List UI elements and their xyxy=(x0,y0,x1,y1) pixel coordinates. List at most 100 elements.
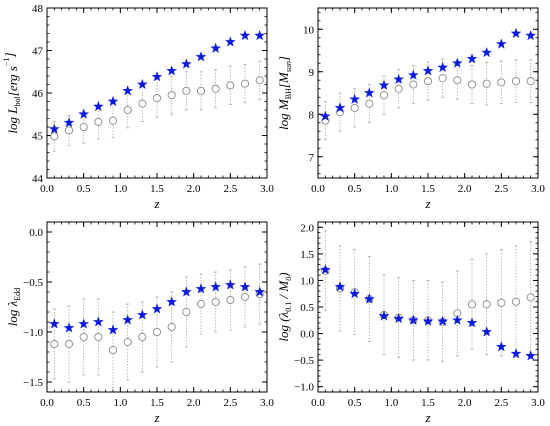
y-tick-label: 47 xyxy=(32,46,44,58)
y-tick-label: 7 xyxy=(309,152,315,164)
star-point-0p9 xyxy=(107,95,119,107)
star-point-2p5 xyxy=(495,38,507,49)
star-point-1p7 xyxy=(437,315,449,326)
star-point-1p3 xyxy=(407,314,419,325)
star-point-2p5 xyxy=(224,36,236,47)
star-point-2p5 xyxy=(224,279,236,290)
star-point-2p1 xyxy=(195,51,207,62)
star-point-1p9 xyxy=(180,286,192,297)
star-point-2p5 xyxy=(495,341,507,352)
circle-point-2p3 xyxy=(482,300,491,309)
x-tick-label: 1.0 xyxy=(113,397,127,409)
circle-point-2p9 xyxy=(526,293,535,302)
panel-2: 0.0 0.5 1.0 1.5 2.0 2.5 3.0 7 8 9 10 z log MBH[Msun] xyxy=(276,7,545,211)
circle-point-2p7 xyxy=(240,292,250,302)
x-tick-label: 0.0 xyxy=(311,397,325,409)
y-axis-label: log (λ0.1 / M0) xyxy=(276,272,293,341)
y-tick-label: 1.5 xyxy=(300,249,314,261)
y-axis-label: log λEdd xyxy=(5,288,22,326)
x-tick-label: 2.5 xyxy=(494,397,508,409)
y-tick-label: −1.0 xyxy=(294,382,314,394)
circle-point-2p3 xyxy=(211,84,220,93)
circle-point-1p7 xyxy=(167,322,176,332)
x-tick-label: 1.5 xyxy=(150,397,164,409)
circle-point-0p7 xyxy=(94,332,103,342)
circle-point-0p3 xyxy=(64,126,74,135)
x-tick-label: 0.0 xyxy=(311,183,325,195)
star-point-2p3 xyxy=(210,42,222,53)
star-point-0p7 xyxy=(363,293,375,304)
circle-point-0p5 xyxy=(79,122,88,132)
star-point-2p9 xyxy=(254,286,266,297)
plot-frame xyxy=(317,221,539,393)
x-tick-label: 1.0 xyxy=(384,397,398,409)
y-tick-label: 48 xyxy=(32,3,44,15)
y-tick-label: 46 xyxy=(32,88,44,100)
star-point-1p9 xyxy=(451,57,463,68)
y-tick-label: −1.0 xyxy=(23,327,43,339)
x-tick-label: 2.0 xyxy=(458,183,472,195)
star-point-1p7 xyxy=(437,61,449,73)
star-point-0p3 xyxy=(63,322,75,333)
x-tick-label: 1.0 xyxy=(384,183,398,195)
x-tick-label: 3.0 xyxy=(260,183,274,195)
circle-point-0p9 xyxy=(108,116,118,125)
star-point-0p3 xyxy=(63,117,75,128)
star-point-2p9 xyxy=(254,29,266,41)
circle-point-2p9 xyxy=(255,76,264,85)
y-tick-label: −0.5 xyxy=(23,277,43,289)
circle-point-2p5 xyxy=(226,295,235,305)
circle-point-1p7 xyxy=(438,74,447,83)
star-point-1p1 xyxy=(393,73,405,84)
circle-point-2p5 xyxy=(497,298,506,307)
y-tick-label: 2.0 xyxy=(300,222,314,234)
y-tick-label: 1.0 xyxy=(300,275,314,287)
x-tick-label: 3.0 xyxy=(531,397,545,409)
star-point-1p3 xyxy=(136,309,148,320)
star-point-1p1 xyxy=(393,313,405,324)
star-point-1p5 xyxy=(422,65,434,76)
star-point-2p1 xyxy=(466,317,478,328)
circle-point-2p9 xyxy=(526,77,535,86)
circle-point-0p1 xyxy=(50,132,59,141)
star-point-1p3 xyxy=(407,69,419,80)
star-point-1p5 xyxy=(151,71,163,82)
circle-point-2p3 xyxy=(211,297,220,307)
x-tick-label: 3.0 xyxy=(531,183,545,195)
circle-point-0p7 xyxy=(365,99,374,108)
star-point-0p1 xyxy=(319,110,331,121)
star-point-1p9 xyxy=(451,314,463,325)
star-point-0p5 xyxy=(349,288,361,299)
x-tick-label: 1.5 xyxy=(421,397,435,409)
star-point-1p1 xyxy=(122,314,134,325)
star-point-0p9 xyxy=(378,310,390,321)
star-point-1p7 xyxy=(166,296,178,307)
circle-point-1p5 xyxy=(152,327,162,337)
circle-point-0p1 xyxy=(50,339,59,349)
circle-point-1p1 xyxy=(123,105,132,115)
circle-point-2p3 xyxy=(482,79,491,88)
y-tick-label: 9 xyxy=(309,67,315,79)
circle-point-1p3 xyxy=(138,332,147,342)
x-tick-label: 2.5 xyxy=(494,183,508,195)
circle-point-2p7 xyxy=(240,79,250,88)
y-tick-label: 10 xyxy=(303,24,315,36)
star-point-1p5 xyxy=(151,303,163,314)
x-tick-label: 2.5 xyxy=(223,183,237,195)
x-tick-label: 2.0 xyxy=(187,183,201,195)
x-tick-label: 2.5 xyxy=(223,397,237,409)
star-point-2p1 xyxy=(466,53,478,64)
y-tick-label: 44 xyxy=(32,173,44,185)
y-tick-label: 0.5 xyxy=(300,302,314,314)
star-point-0p7 xyxy=(363,87,375,98)
star-point-1p9 xyxy=(180,58,192,69)
circle-point-2p5 xyxy=(497,78,506,87)
star-point-0p1 xyxy=(48,318,60,329)
x-tick-label: 0.0 xyxy=(40,183,54,195)
x-tick-label: 0.5 xyxy=(348,397,362,409)
plot-frame xyxy=(46,7,268,179)
star-point-2p7 xyxy=(239,29,251,41)
star-point-2p7 xyxy=(510,348,522,359)
circle-point-0p9 xyxy=(379,91,389,100)
